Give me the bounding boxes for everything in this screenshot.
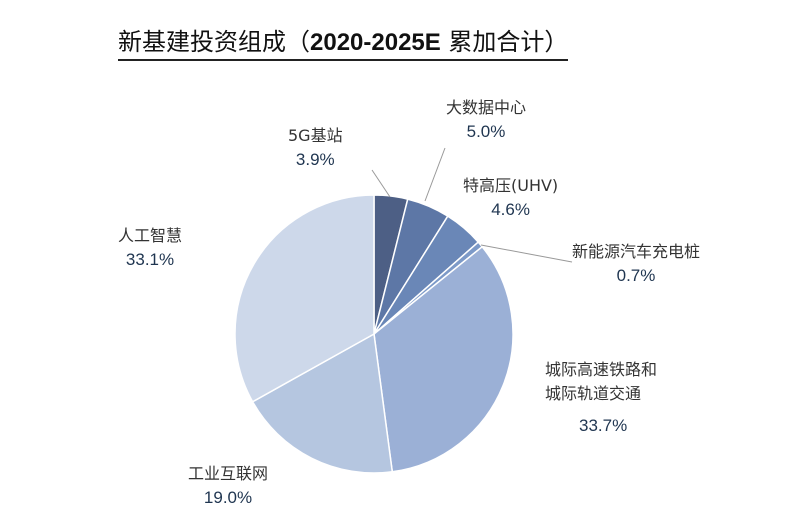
label-industrial-internet: 工业互联网 19.0%: [188, 464, 269, 507]
chart-title: 新基建投资组成（2020-2025E 累加合计）: [118, 26, 569, 61]
label-ai: 人工智慧 33.1%: [118, 226, 183, 269]
title-tail: 累加合计）: [440, 28, 569, 56]
label-uhv: 特高压(UHV) 4.6%: [463, 176, 559, 219]
title-bold: 2020-2025E: [310, 29, 441, 56]
leader-line-datacenter: [424, 147, 446, 202]
label-railway: 城际高速铁路和 城际轨道交通 33.7%: [545, 360, 658, 435]
label-datacenter: 大数据中心 5.0%: [446, 98, 527, 141]
pie-slice-6: [234, 194, 375, 403]
title-main: 新基建投资组成（: [118, 28, 310, 56]
leader-line-5g: [371, 169, 391, 198]
label-5g: 5G基站 3.9%: [288, 126, 343, 169]
pie-slice-4: [373, 245, 514, 473]
leader-line-charging: [480, 244, 573, 263]
pie-slice-5: [251, 332, 394, 474]
label-charging: 新能源汽车充电桩 0.7%: [572, 242, 701, 285]
